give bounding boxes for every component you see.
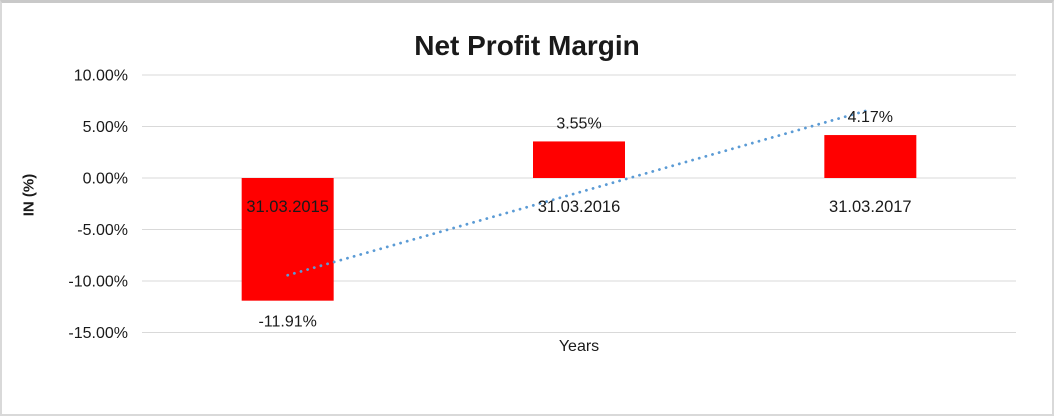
chart-bar — [824, 135, 917, 178]
y-axis-tick-label: 5.00% — [83, 119, 128, 136]
y-axis-tick-label: -10.00% — [68, 274, 128, 291]
category-label: 31.03.2017 — [829, 198, 912, 216]
category-label: 31.03.2015 — [246, 198, 329, 216]
data-label: 4.17% — [848, 109, 893, 126]
chart-bar — [533, 141, 625, 178]
data-label: -11.91% — [258, 314, 316, 331]
trendline — [286, 108, 872, 277]
plot-area: 10.00% 5.00% 0.00% -5.00% -10.00% -15.00% -11.… — [68, 68, 1016, 342]
chart-title: Net Profit Margin — [414, 30, 640, 61]
category-label: 31.03.2016 — [538, 198, 621, 216]
x-axis-title: Years — [558, 338, 600, 355]
y-axis-tick-label: -15.00% — [68, 325, 128, 342]
data-label: 3.55% — [556, 115, 601, 132]
y-axis-tick-label: -5.00% — [77, 222, 128, 239]
y-axis-tick-label: 0.00% — [83, 171, 128, 188]
chart-bar — [241, 178, 334, 301]
y-axis-tick-label: 10.00% — [74, 68, 128, 85]
